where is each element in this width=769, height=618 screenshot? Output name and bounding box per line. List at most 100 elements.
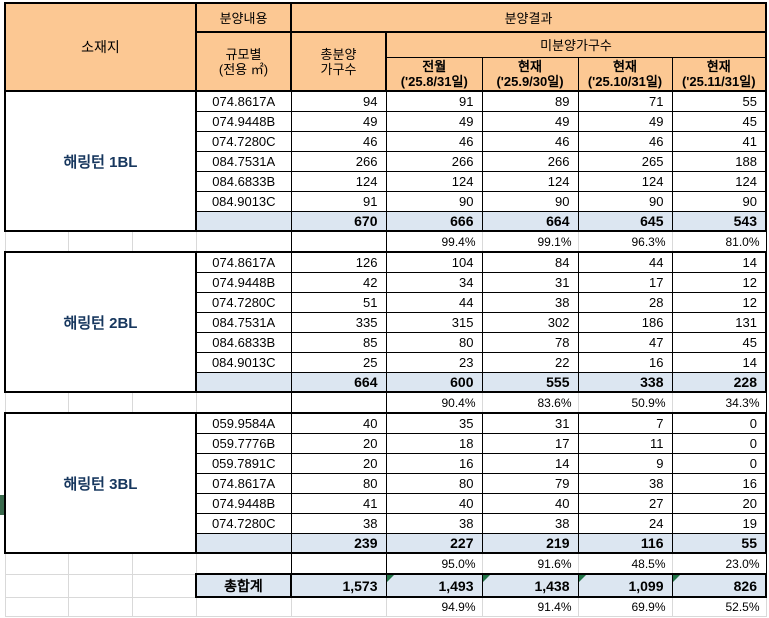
percent-cell: 95.0% — [386, 553, 483, 574]
value-cell: 16 — [577, 351, 673, 373]
subtotal-cell: 227 — [385, 532, 483, 554]
percent-cell: 96.3% — [578, 231, 673, 252]
value-cell: 11 — [577, 432, 673, 454]
percent-cell: 34.3% — [672, 392, 767, 413]
value-cell: 124 — [577, 170, 673, 192]
value-cell: 49 — [577, 110, 673, 132]
percent-cell: 50.9% — [578, 392, 673, 413]
value-cell: 40 — [290, 412, 387, 434]
subtotal-cell: 600 — [385, 371, 483, 393]
value-cell: 266 — [385, 150, 483, 172]
value-cell: 302 — [481, 311, 579, 333]
value-cell: 19 — [671, 512, 767, 534]
subtotal-cell: 116 — [577, 532, 673, 554]
value-cell: 90 — [481, 190, 579, 212]
unit-code-cell: 084.6833B — [195, 331, 292, 353]
percent-cell: 99.4% — [386, 231, 483, 252]
value-cell: 38 — [290, 512, 387, 534]
value-cell: 46 — [481, 130, 579, 152]
grid-cell — [131, 573, 197, 598]
value-cell: 35 — [385, 412, 483, 434]
value-cell: 80 — [385, 472, 483, 494]
value-cell: 14 — [481, 452, 579, 474]
grand-total-label: 총합계 — [195, 573, 292, 598]
site-label-cell: 해링턴 3BL — [4, 412, 197, 554]
value-cell: 45 — [671, 110, 767, 132]
value-cell: 23 — [385, 351, 483, 373]
value-cell: 17 — [481, 432, 579, 454]
value-cell: 45 — [671, 331, 767, 353]
unit-code-cell: 084.9013C — [195, 190, 292, 212]
value-cell: 12 — [671, 271, 767, 293]
grand-total-value: 1,493 — [438, 577, 474, 594]
subtotal-blank-cell — [195, 532, 292, 554]
value-cell: 38 — [481, 291, 579, 313]
header-unit-size-line2: (전용 ㎡) — [218, 61, 269, 77]
value-cell: 40 — [481, 492, 579, 514]
value-cell: 49 — [290, 110, 387, 132]
value-cell: 20 — [290, 452, 387, 474]
header-sales-result: 분양결과 — [290, 2, 767, 33]
percent-cell: 81.0% — [672, 231, 767, 252]
subtotal-cell: 664 — [481, 210, 579, 232]
header-date-label: 현재 — [518, 58, 542, 74]
final-percent-cell: 94.9% — [386, 597, 483, 617]
value-cell: 34 — [385, 271, 483, 293]
value-cell: 91 — [290, 190, 387, 212]
grid-cell — [131, 596, 197, 617]
unit-code-cell: 084.7531A — [195, 150, 292, 172]
value-cell: 16 — [385, 452, 483, 474]
subtotal-cell: 645 — [577, 210, 673, 232]
value-cell: 131 — [671, 311, 767, 333]
unit-code-cell: 074.7280C — [195, 512, 292, 534]
percent-cell: 23.0% — [672, 553, 767, 574]
value-cell: 71 — [577, 90, 673, 112]
final-gap-cell — [290, 597, 387, 617]
comment-indicator-icon — [579, 576, 586, 582]
percent-cell: 83.6% — [482, 392, 579, 413]
value-cell: 80 — [385, 331, 483, 353]
final-percent-cell: 69.9% — [578, 597, 673, 617]
value-cell: 42 — [290, 271, 387, 293]
header-date-col-0: 전월 ('25.8/31일) — [385, 56, 483, 92]
value-cell: 0 — [671, 432, 767, 454]
value-cell: 90 — [671, 190, 767, 212]
percent-cell: 90.4% — [386, 392, 483, 413]
comment-indicator-icon — [483, 576, 490, 582]
value-cell: 40 — [385, 492, 483, 514]
grid-cell — [131, 230, 197, 253]
header-date-col-2: 현재 ('25.10/31일) — [577, 56, 673, 92]
grid-cell — [4, 391, 69, 414]
header-date-col-1: 현재 ('25.9/30일) — [481, 56, 579, 92]
value-cell: 22 — [481, 351, 579, 373]
value-cell: 27 — [577, 492, 673, 514]
grand-total-value: 1,438 — [534, 577, 570, 594]
subtotal-blank-cell — [195, 210, 292, 232]
unit-code-cell: 074.7280C — [195, 291, 292, 313]
value-cell: 47 — [577, 331, 673, 353]
percent-gap-cell — [195, 392, 292, 413]
value-cell: 46 — [290, 130, 387, 152]
value-cell: 17 — [577, 271, 673, 293]
value-cell: 80 — [290, 472, 387, 494]
value-cell: 265 — [577, 150, 673, 172]
gutter-marker — [0, 495, 4, 515]
header-unsold-units: 미분양가구수 — [385, 31, 767, 58]
value-cell: 90 — [385, 190, 483, 212]
grid-cell — [4, 230, 69, 253]
value-cell: 46 — [385, 130, 483, 152]
unit-code-cell: 084.9013C — [195, 351, 292, 373]
header-date-label: 현재 — [613, 58, 637, 74]
value-cell: 49 — [385, 110, 483, 132]
value-cell: 25 — [290, 351, 387, 373]
unit-code-cell: 059.9584A — [195, 412, 292, 434]
grid-cell — [67, 552, 133, 575]
value-cell: 126 — [290, 251, 387, 273]
value-cell: 266 — [290, 150, 387, 172]
unit-code-cell: 074.9448B — [195, 492, 292, 514]
value-cell: 16 — [671, 472, 767, 494]
percent-cell: 48.5% — [578, 553, 673, 574]
grid-cell — [4, 596, 69, 617]
header-unit-size: 규모별 (전용 ㎡) — [195, 31, 292, 92]
grid-cell — [4, 573, 69, 598]
